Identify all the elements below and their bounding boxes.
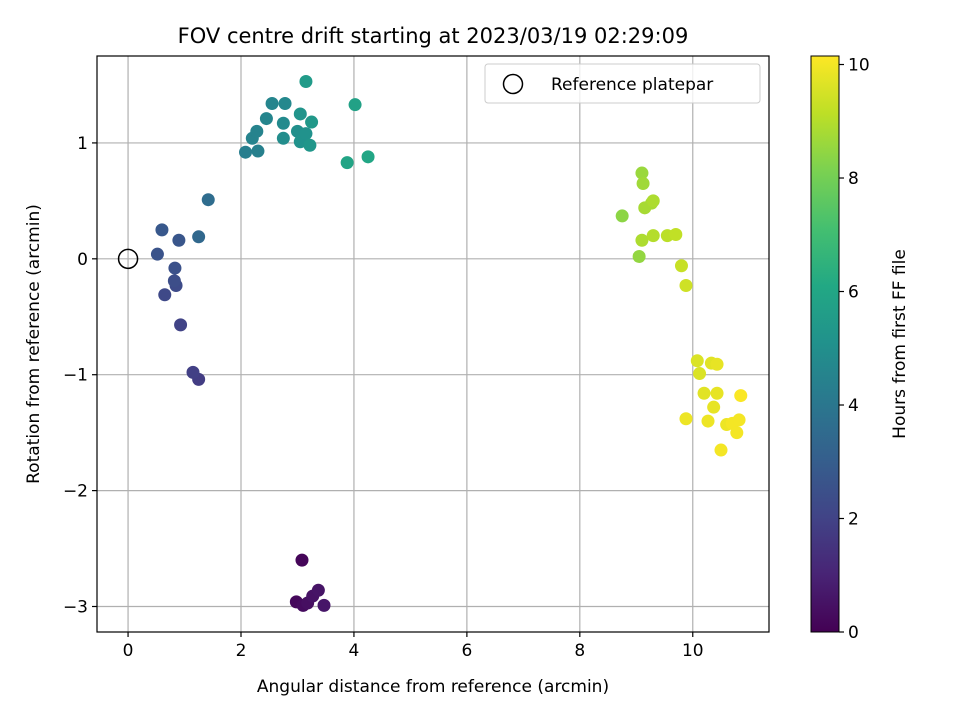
legend-box (484, 63, 761, 104)
data-point (693, 367, 707, 381)
colorbar-tick-label: 6 (848, 283, 859, 303)
data-point (701, 414, 715, 428)
data-point (710, 386, 724, 400)
colorbar-tick-label: 10 (848, 56, 870, 76)
y-tick-label: 0 (77, 250, 88, 270)
y-tick-label: 1 (77, 134, 88, 154)
x-tick-label: 2 (236, 641, 247, 661)
data-point (646, 194, 660, 208)
x-tick-label: 6 (461, 641, 472, 661)
data-point (167, 274, 181, 288)
data-point (276, 131, 290, 145)
data-point (348, 98, 362, 112)
data-point (615, 209, 629, 223)
data-point (276, 116, 290, 130)
x-tick-label: 0 (123, 641, 134, 661)
data-point (730, 426, 744, 440)
data-point (636, 176, 650, 190)
x-tick-label: 4 (349, 641, 360, 661)
y-axis-ticks: −3 −2 −1 0 1 (63, 134, 97, 618)
x-tick-label: 10 (682, 641, 704, 661)
data-point (251, 144, 265, 158)
data-point (259, 112, 273, 126)
data-point (697, 386, 711, 400)
data-point (265, 97, 279, 111)
data-point (150, 247, 164, 261)
colorbar-ticks: 0 2 4 6 8 10 (839, 56, 870, 643)
y-tick-label: −2 (63, 482, 88, 502)
data-point (305, 115, 319, 129)
data-point (201, 193, 215, 207)
data-point (710, 357, 724, 371)
data-point (293, 107, 307, 121)
grid (97, 56, 769, 632)
data-point (278, 97, 292, 111)
colorbar-tick-label: 2 (848, 510, 859, 530)
legend-marker (502, 73, 524, 95)
data-point (734, 389, 748, 403)
data-point (250, 124, 264, 138)
data-point (340, 156, 354, 170)
data-point (299, 127, 313, 141)
colorbar-gradient (810, 55, 840, 633)
data-point (646, 229, 660, 243)
data-point (317, 598, 331, 612)
legend-label: Reference platepar (551, 75, 713, 95)
data-point (714, 443, 728, 457)
colorbar-tick-label: 4 (848, 396, 859, 416)
data-point (635, 166, 649, 180)
data-point (311, 583, 325, 597)
data-point (674, 259, 688, 273)
x-axis-label: Angular distance from reference (arcmin) (257, 677, 609, 697)
y-tick-label: −1 (63, 366, 88, 386)
data-point (155, 223, 169, 237)
data-point (192, 230, 206, 244)
data-point (679, 412, 693, 426)
data-point (295, 553, 309, 567)
data-point (707, 400, 721, 414)
colorbar: 0 2 4 6 8 10 Hours from first FF file (810, 55, 910, 643)
plot-frame (96, 55, 770, 633)
data-point (299, 74, 313, 88)
data-point (690, 354, 704, 368)
data-point (732, 413, 746, 427)
data-points (150, 74, 748, 612)
colorbar-tick-label: 8 (848, 169, 859, 189)
reference-marker (117, 248, 139, 270)
y-axis-label: Rotation from reference (arcmin) (24, 204, 44, 484)
data-point (172, 233, 186, 247)
data-point (239, 145, 253, 159)
x-tick-label: 8 (574, 641, 585, 661)
reference-platepar-point (117, 248, 139, 270)
chart-title: FOV centre drift starting at 2023/03/19 … (178, 24, 689, 48)
data-point (361, 150, 375, 164)
colorbar-tick-label: 0 (848, 623, 859, 643)
data-point (186, 365, 200, 379)
colorbar-label: Hours from first FF file (890, 249, 910, 439)
data-point (635, 233, 649, 247)
data-point (174, 318, 188, 332)
x-axis-ticks: 0 2 4 6 8 10 (123, 632, 704, 661)
data-point (168, 261, 182, 275)
data-point (303, 138, 317, 152)
data-point (632, 249, 646, 263)
data-point (679, 278, 693, 292)
y-tick-label: −3 (63, 598, 88, 618)
legend: Reference platepar (484, 63, 761, 104)
data-point (158, 288, 172, 302)
data-point (669, 227, 683, 241)
